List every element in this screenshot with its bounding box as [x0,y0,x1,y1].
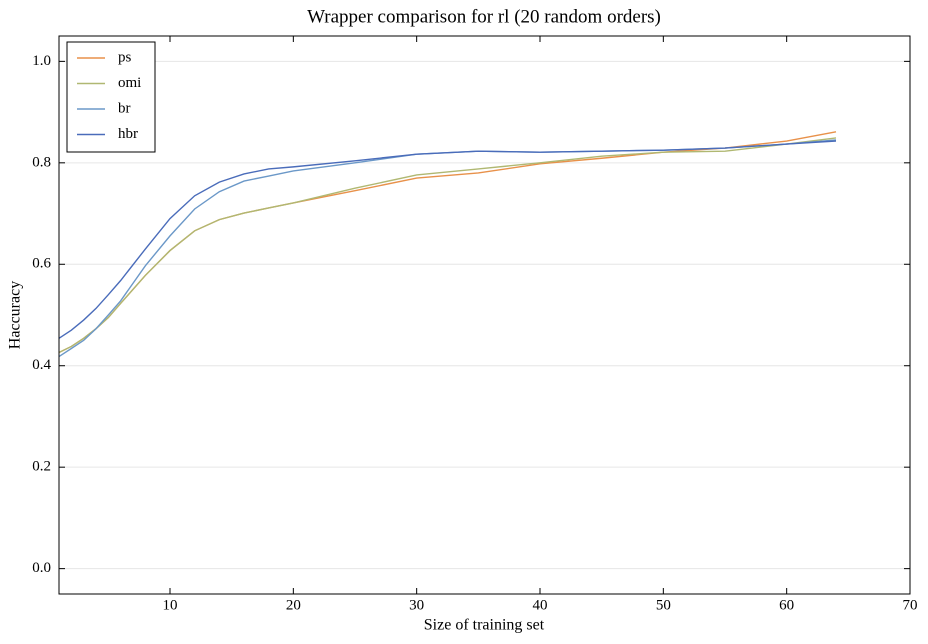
y-tick-label: 0.4 [32,357,51,373]
chart-title: Wrapper comparison for rl (20 random ord… [307,6,661,27]
line-series [58,131,837,354]
y-tick-label: 0.8 [32,154,51,170]
legend-label: br [118,100,131,116]
y-tick-label: 1.0 [32,53,51,69]
y-tick-label: 0.6 [32,256,51,272]
legend-label: ps [118,49,132,65]
x-axis-label: Size of training set [424,617,545,634]
legend-frame [66,41,156,153]
legend-label: omi [118,75,141,91]
y-tick-label: 0.2 [32,459,51,475]
line-series [58,137,837,354]
line-series [58,140,837,339]
legend-label: hbr [118,126,138,142]
x-tick-label: 60 [779,597,794,613]
x-tick-label: 40 [533,597,548,613]
x-tick-label: 20 [286,597,301,613]
x-tick-label: 50 [656,597,671,613]
legend: ps omi br hbr [66,41,156,153]
x-tick-label: 10 [163,597,178,613]
x-tick-label: 70 [903,597,918,613]
plot-frame [58,35,911,595]
x-tick-label: 30 [409,597,424,613]
y-axis-label: Haccuracy [7,281,24,349]
y-tick-label: 0.0 [32,560,51,576]
